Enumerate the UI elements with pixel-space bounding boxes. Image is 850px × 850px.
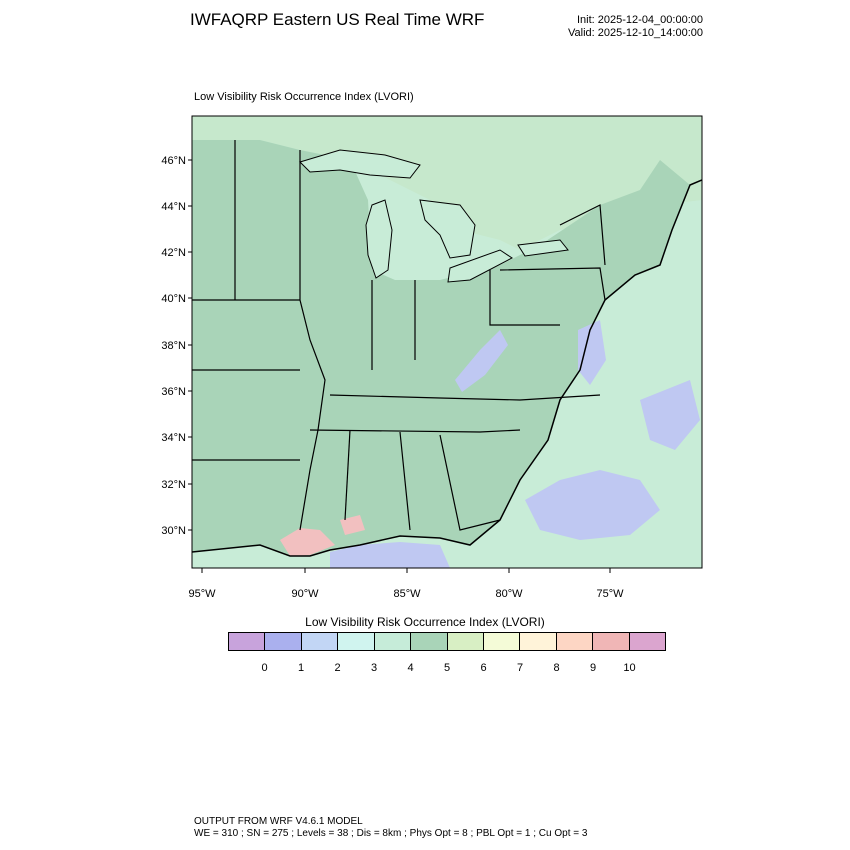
lat-tick-label: 36°N <box>161 386 186 398</box>
colorbar-cell <box>483 633 521 650</box>
colorbar-cell <box>593 633 630 650</box>
us-land <box>192 140 690 556</box>
valid-time: Valid: 2025-12-10_14:00:00 <box>568 27 703 39</box>
lon-tick-label: 75°W <box>596 588 624 600</box>
colorbar-label: 8 <box>553 662 560 674</box>
colorbar-cell <box>411 633 448 650</box>
map-frame <box>191 115 703 569</box>
colorbar-label: 3 <box>370 662 378 674</box>
state-borders <box>192 140 606 531</box>
colorbar-label: 7 <box>516 662 524 674</box>
colorbar-label: 1 <box>297 662 305 674</box>
model-info-footer: OUTPUT FROM WRF V4.6.1 MODEL WE = 310 ; … <box>194 816 587 840</box>
lat-tick-label: 32°N <box>161 479 186 491</box>
low-vis-area-gulf <box>330 542 450 568</box>
lon-tick-label: 95°W <box>188 588 216 600</box>
model-config: WE = 310 ; SN = 275 ; Levels = 38 ; Dis … <box>194 828 588 839</box>
colorbar-cell <box>556 633 594 650</box>
high-vis-area-louisiana <box>280 528 335 556</box>
low-vis-area-offshore <box>640 380 700 450</box>
colorbar-cell <box>265 633 302 650</box>
longitude-axis: 95°W 90°W 85°W 80°W 75°W <box>188 568 624 600</box>
colorbar-label: 2 <box>334 662 341 674</box>
main-title: IWFAQRP Eastern US Real Time WRF <box>190 10 485 29</box>
lat-tick-label: 38°N <box>161 340 186 352</box>
low-vis-area-appalachia <box>455 330 508 392</box>
init-valid-info: Init: 2025-12-04_00:00:00 Valid: 2025-12… <box>568 14 703 40</box>
map-area <box>192 116 702 568</box>
low-vis-area-chesapeake <box>578 320 606 385</box>
coastline <box>192 179 702 557</box>
lat-tick-label: 34°N <box>161 432 186 444</box>
colorbar-label: 0 <box>261 662 268 674</box>
lat-tick-label: 42°N <box>161 247 186 259</box>
lon-tick-label: 80°W <box>495 588 523 600</box>
colorbar-title: Low Visibility Risk Occurrence Index (LV… <box>305 615 545 629</box>
lake-huron <box>419 199 476 259</box>
colorbar-label: 5 <box>443 662 451 674</box>
colorbar-cell <box>447 633 484 650</box>
lake-michigan <box>365 199 393 279</box>
lon-tick-label: 85°W <box>393 588 421 600</box>
colorbar-cell <box>520 633 557 650</box>
colorbar-label: 10 <box>623 662 636 674</box>
init-time: Init: 2025-12-04_00:00:00 <box>577 14 703 26</box>
lake-superior <box>299 149 421 179</box>
lat-tick-label: 46°N <box>161 155 186 167</box>
colorbar-label: 4 <box>407 662 414 674</box>
colorbar-cell <box>301 633 339 650</box>
colorbar-cell <box>338 633 375 650</box>
lake-ontario <box>517 239 569 257</box>
colorbar-label: 9 <box>589 662 597 674</box>
plot-title: Low Visibility Risk Occurrence Index (LV… <box>194 91 414 103</box>
colorbar-cell <box>629 633 666 650</box>
lon-tick-label: 90°W <box>291 588 319 600</box>
latitude-axis: 46°N 44°N 42°N 40°N 38°N 36°N 34°N 32°N 30°N <box>161 155 192 537</box>
colorbar <box>228 632 666 651</box>
model-version: OUTPUT FROM WRF V4.6.1 MODEL <box>194 816 363 827</box>
colorbar-label: 6 <box>480 662 487 674</box>
lat-tick-label: 44°N <box>161 201 186 213</box>
low-vis-area-atlantic <box>525 470 660 540</box>
high-vis-area-mississippi <box>340 515 365 535</box>
colorbar-cell <box>374 633 412 650</box>
lat-tick-label: 30°N <box>161 525 186 537</box>
canada-land <box>192 116 702 250</box>
colorbar-cell <box>229 633 266 650</box>
lat-tick-label: 40°N <box>161 293 186 305</box>
lake-erie <box>447 249 513 283</box>
